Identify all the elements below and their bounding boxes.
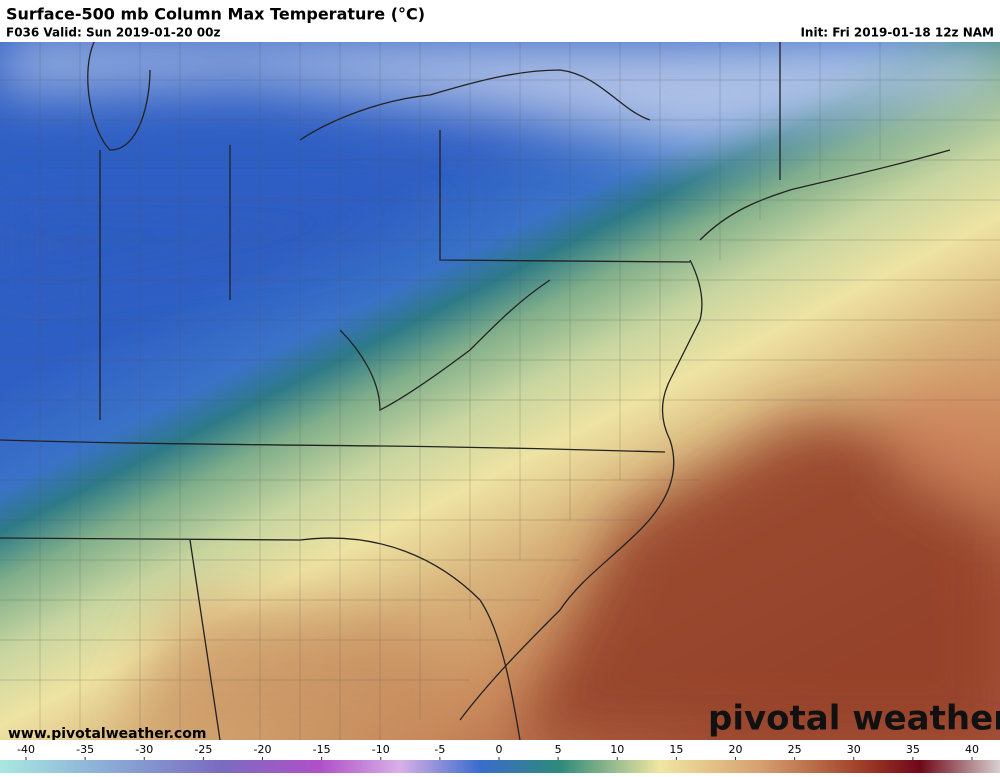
colorbar-tick-label: 15: [669, 743, 683, 756]
colorbar-tick-label: -10: [372, 743, 390, 756]
colorbar-ticks: -40 -35 -30 -25 -20 -15 -10 -5 0 5 10 15 20 25 30 35 40: [17, 743, 979, 760]
colorbar-tick-label: -35: [76, 743, 94, 756]
logo: pivotal weather: [708, 699, 1000, 739]
map: www.pivotalweather.com pivotal weather: [0, 42, 1000, 742]
county-lines: [0, 42, 1000, 740]
boundaries: [0, 42, 951, 740]
valid-time: F036 Valid: Sun 2019-01-20 00z: [6, 26, 220, 40]
title: Surface-500 mb Column Max Temperature (°…: [6, 5, 425, 24]
colorbar-tick-label: -25: [194, 743, 212, 756]
colorbar-tick-label: 30: [847, 743, 861, 756]
colorbar-tick-label: 20: [729, 743, 743, 756]
field-shading: [0, 42, 1000, 740]
colorbar-tick-label: -15: [313, 743, 331, 756]
colorbar-tick-label: -20: [254, 743, 272, 756]
colorbar-tick-label: 35: [906, 743, 920, 756]
colorbar: [0, 760, 1000, 773]
colorbar-tick-label: 5: [555, 743, 562, 756]
init-time: Init: Fri 2019-01-18 12z NAM: [800, 26, 994, 40]
colorbar-tick-label: -5: [434, 743, 445, 756]
colorbar-tick-label: -30: [135, 743, 153, 756]
colorbar-tick-label: 10: [610, 743, 624, 756]
colorbar-tick-label: 0: [496, 743, 503, 756]
colorbar-tick-label: 25: [788, 743, 802, 756]
watermark: www.pivotalweather.com: [8, 726, 207, 742]
colorbar-tick-label: 40: [965, 743, 979, 756]
colorbar-tick-label: -40: [17, 743, 35, 756]
